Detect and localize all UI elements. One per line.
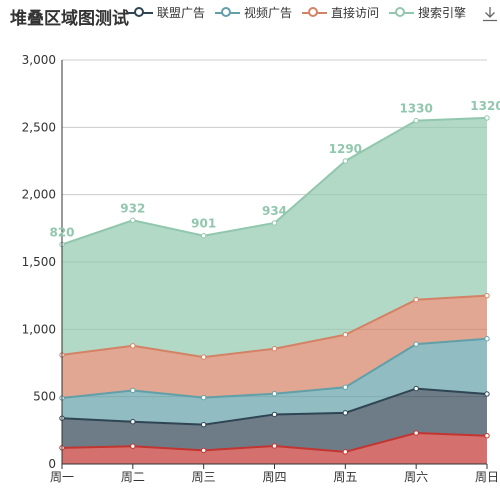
x-tick-label: 周二 [121,470,145,484]
data-point [200,233,207,239]
data-point [200,394,207,401]
data-point [271,391,278,397]
area-series [59,115,490,464]
data-label: 932 [120,201,145,215]
y-tick-label: 2,000 [22,188,56,202]
data-point [484,292,490,299]
data-label: 820 [49,225,74,239]
data-point [413,117,419,124]
legend-marker-icon [128,6,153,20]
chart-title: 堆叠区域图测试 [10,9,129,29]
data-point [413,297,419,303]
data-point [342,332,349,338]
data-point [271,411,278,418]
legend-item-zhijie[interactable]: 直接访问 [302,4,379,21]
data-point [130,343,136,349]
data-point [130,217,136,223]
data-point [484,391,490,397]
legend-marker-icon [389,6,415,20]
data-point [271,220,278,226]
download-icon[interactable] [482,6,498,22]
y-tick-label: 1,000 [22,322,56,336]
area-搜索引擎 [62,117,487,358]
area-视频广告 [62,338,487,425]
legend: 联盟广告 视频广告 直接访问 搜索引擎 [128,4,466,21]
data-point [484,115,490,121]
axes: 0 500 1,000 1,500 2,000 2,500 3,000 周一 周二 周三 周四 周五 周… [22,53,499,484]
y-tick-label: 0 [48,457,56,471]
data-point [484,336,490,342]
data-point [271,346,278,352]
data-point [484,433,490,439]
data-point [413,385,419,392]
y-tick-label: 3,000 [22,53,56,67]
data-label: 1290 [329,142,362,156]
x-tick-label: 周五 [333,470,357,484]
legend-label: 联盟广告 [157,6,206,20]
data-point [342,449,349,455]
data-point [413,430,419,436]
data-label: 1330 [399,102,432,116]
y-tick-label: 500 [33,390,56,404]
data-point [342,384,349,390]
data-label: 934 [262,204,287,218]
data-point [200,354,207,360]
data-point [130,387,136,394]
y-tick-label: 1,500 [22,255,56,269]
legend-item-shipin[interactable]: 视频广告 [215,4,292,21]
x-tick-label: 周四 [262,470,286,484]
area-联盟广告 [62,388,487,452]
data-point [130,419,136,425]
y-tick-label: 2,500 [22,120,56,134]
data-point [271,443,278,449]
legend-marker-icon [302,6,328,20]
data-point [200,421,207,428]
legend-label: 搜索引擎 [418,6,467,20]
legend-label: 直接访问 [331,6,380,20]
x-tick-label: 周六 [404,470,428,484]
legend-item-lianmeng[interactable]: 联盟广告 [128,4,205,21]
legend-label: 视频广告 [244,6,293,20]
x-tick-label: 周日 [475,470,499,484]
data-label: 901 [191,217,216,231]
data-labels: 820 932 901 934 1290 1330 1320 [49,99,500,240]
area-直接访问 [62,295,487,399]
data-point [342,158,349,164]
data-point [342,410,349,416]
data-point [200,447,207,454]
x-tick-label: 周三 [192,470,216,484]
legend-marker-icon [215,6,241,20]
x-tick-label: 周一 [50,470,74,484]
data-point [130,443,136,449]
data-point [413,341,419,347]
legend-item-sousuo[interactable]: 搜索引擎 [389,4,466,21]
data-label: 1320 [470,99,500,113]
